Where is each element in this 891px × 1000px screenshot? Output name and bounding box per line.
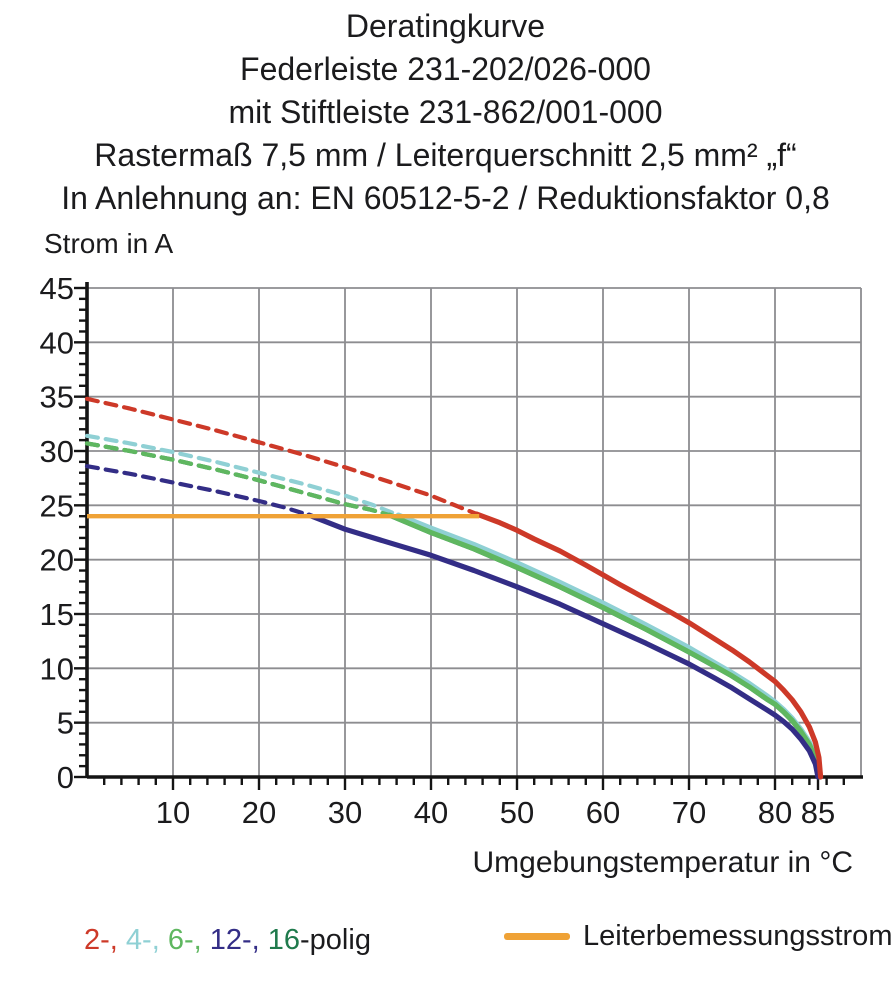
rated-current-line-swatch [504, 933, 570, 940]
curve-solid-16-polig [387, 512, 822, 780]
derating-chart: 0 5 10 15 20 25 30 35 40 45 10 20 30 40 50 60 70 80 85 [40, 271, 863, 830]
curve-solid-12-polig [306, 512, 821, 780]
legend-item-2-polig: 2-, [84, 924, 126, 956]
legend-pole-counts: 2-, 4-, 6-, 12-, 16-polig [84, 924, 371, 957]
title-line-5: In Anlehnung an: EN 60512-5-2 / Reduktio… [61, 180, 830, 216]
curve-dashed-12-polig [84, 464, 311, 518]
x-tick-label: 85 [801, 795, 835, 830]
legend-item-16-polig: 16 [267, 924, 301, 956]
y-tick-label: 20 [40, 543, 74, 578]
x-tick-label: 20 [242, 795, 276, 830]
x-tick-label: 40 [414, 795, 448, 830]
y-tick-label: 35 [40, 380, 74, 415]
curve-dashed-4-polig [84, 433, 401, 518]
x-tick-label: 50 [500, 795, 534, 830]
y-tick-label: 15 [40, 597, 74, 632]
legend-item-6-polig: 6-, [167, 924, 210, 956]
legend-item-12-polig: 12-, [209, 924, 268, 956]
x-tick-label: 70 [672, 795, 706, 830]
legend-pole-suffix: -polig [300, 924, 371, 956]
y-tick-label: 45 [40, 271, 74, 306]
y-tick-label: 30 [40, 434, 74, 469]
x-tick-label: 10 [156, 795, 190, 830]
y-tick-label: 10 [40, 651, 74, 686]
rated-current-label: Leiterbemessungsstrom [583, 920, 891, 952]
y-axis-title: Strom in A [44, 228, 174, 259]
x-axis-title: Umgebungstemperatur in °C [472, 846, 853, 879]
curve-solid-2-polig [474, 511, 824, 780]
title-line-4: Rastermaß 7,5 mm / Leiterquerschnitt 2,5… [94, 137, 797, 173]
y-tick-label: 40 [40, 325, 74, 360]
chart-title-block: Deratingkurve Federleiste 231-202/026-00… [0, 5, 891, 220]
curve-solid-4-polig [395, 512, 823, 780]
x-tick-label: 30 [328, 795, 362, 830]
y-tick-label: 5 [57, 706, 74, 741]
curve-dashed-6-polig [84, 441, 392, 518]
title-line-1: Deratingkurve [345, 8, 546, 44]
legend-rated-current: Leiterbemessungsstrom [504, 920, 891, 953]
curve-dashed-2-polig [84, 396, 479, 517]
x-tick-label: 80 [758, 795, 792, 830]
x-tick-label: 60 [586, 795, 620, 830]
title-line-2: Federleiste 231-202/026-000 [240, 51, 651, 87]
y-tick-label: 0 [57, 760, 74, 795]
y-tick-label: 25 [40, 488, 74, 523]
curve-solid-6-polig [387, 512, 822, 780]
title-line-3: mit Stiftleiste 231-862/001-000 [228, 94, 663, 130]
legend-item-4-polig: 4-, [125, 924, 168, 956]
